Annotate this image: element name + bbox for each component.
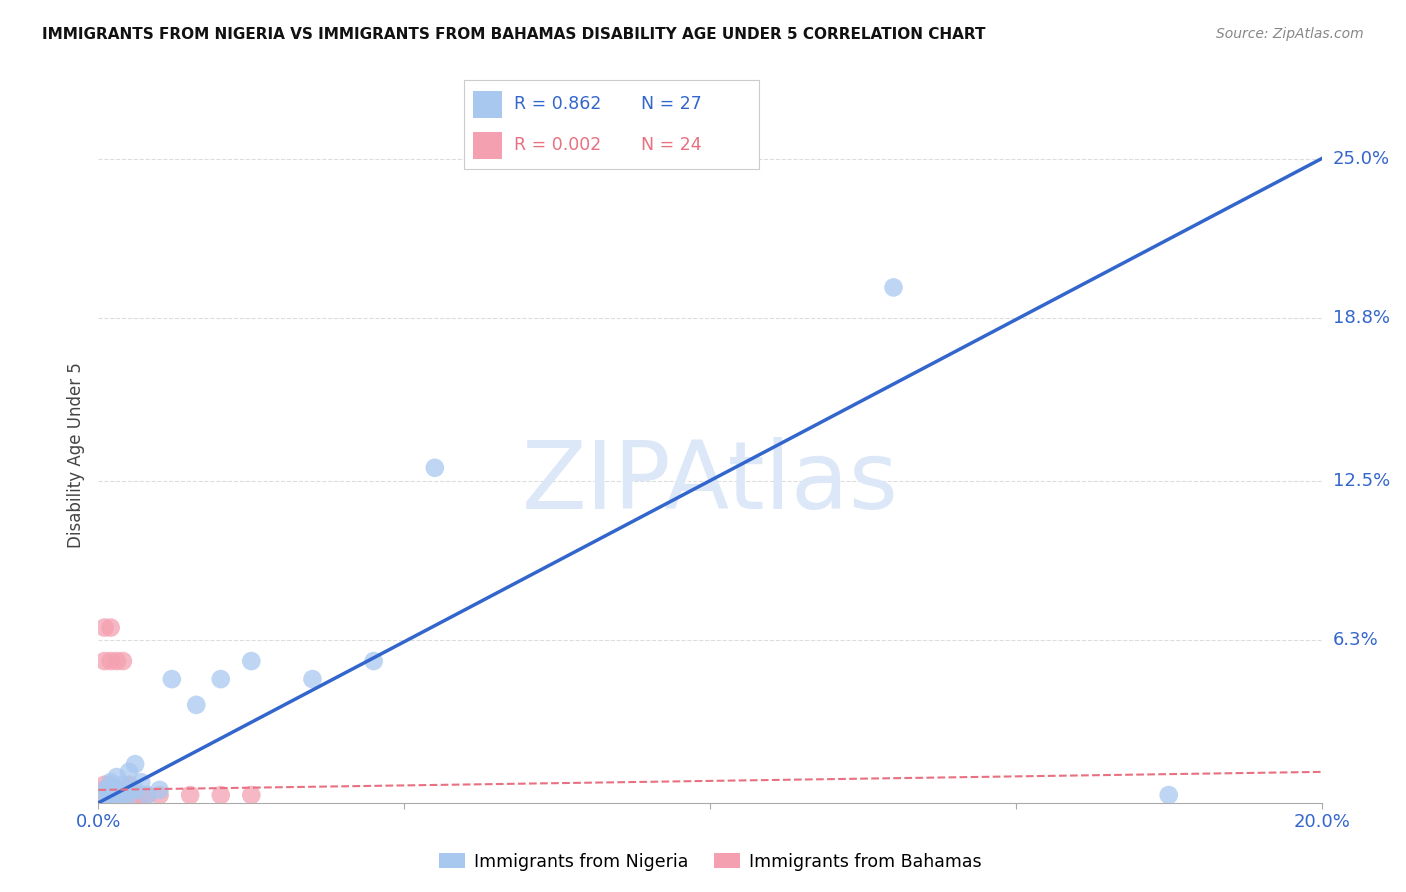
Point — [93, 788, 115, 802]
Point — [136, 788, 159, 802]
Point — [93, 788, 115, 802]
Point — [100, 788, 122, 802]
Point — [100, 621, 122, 635]
Point — [105, 783, 128, 797]
Point — [118, 778, 141, 792]
Text: 6.3%: 6.3% — [1333, 632, 1378, 649]
Point — [118, 788, 141, 802]
Point — [301, 672, 323, 686]
Point — [118, 783, 141, 797]
Point — [105, 788, 128, 802]
Point — [883, 280, 905, 294]
Point — [363, 654, 385, 668]
Text: ZIPAtlas: ZIPAtlas — [522, 437, 898, 529]
Y-axis label: Disability Age Under 5: Disability Age Under 5 — [66, 362, 84, 548]
Point — [160, 672, 183, 686]
Point — [93, 621, 115, 635]
Text: N = 27: N = 27 — [641, 95, 702, 113]
Point — [100, 780, 122, 795]
Point — [93, 783, 115, 797]
Point — [1157, 788, 1180, 802]
Text: R = 0.862: R = 0.862 — [515, 95, 602, 113]
Text: N = 24: N = 24 — [641, 136, 702, 154]
Point — [105, 783, 128, 797]
Text: IMMIGRANTS FROM NIGERIA VS IMMIGRANTS FROM BAHAMAS DISABILITY AGE UNDER 5 CORREL: IMMIGRANTS FROM NIGERIA VS IMMIGRANTS FR… — [42, 27, 986, 42]
Point — [240, 654, 263, 668]
Point — [100, 778, 122, 792]
Point — [124, 788, 146, 802]
Point — [105, 788, 128, 802]
Point — [111, 788, 134, 802]
Point — [105, 770, 128, 784]
Point — [136, 788, 159, 802]
Point — [93, 778, 115, 792]
Point — [209, 788, 232, 802]
Point — [93, 783, 115, 797]
Text: R = 0.002: R = 0.002 — [515, 136, 602, 154]
Point — [149, 788, 172, 802]
FancyBboxPatch shape — [472, 91, 502, 118]
Point — [124, 783, 146, 797]
Point — [100, 775, 122, 789]
Point — [186, 698, 208, 712]
Point — [240, 788, 263, 802]
Text: 25.0%: 25.0% — [1333, 150, 1391, 168]
Point — [209, 672, 232, 686]
Point — [124, 757, 146, 772]
Point — [93, 654, 115, 668]
Point — [129, 775, 152, 789]
Point — [111, 654, 134, 668]
Text: Source: ZipAtlas.com: Source: ZipAtlas.com — [1216, 27, 1364, 41]
Point — [423, 460, 446, 475]
Text: 12.5%: 12.5% — [1333, 472, 1391, 490]
Point — [118, 788, 141, 802]
Point — [129, 788, 152, 802]
Text: 18.8%: 18.8% — [1333, 310, 1389, 327]
Point — [118, 764, 141, 779]
Point — [100, 783, 122, 797]
Point — [100, 788, 122, 802]
FancyBboxPatch shape — [472, 132, 502, 159]
Point — [111, 778, 134, 792]
Point — [100, 654, 122, 668]
Point — [105, 654, 128, 668]
Legend: Immigrants from Nigeria, Immigrants from Bahamas: Immigrants from Nigeria, Immigrants from… — [432, 846, 988, 878]
Point — [149, 783, 172, 797]
Point — [111, 788, 134, 802]
Point — [179, 788, 201, 802]
